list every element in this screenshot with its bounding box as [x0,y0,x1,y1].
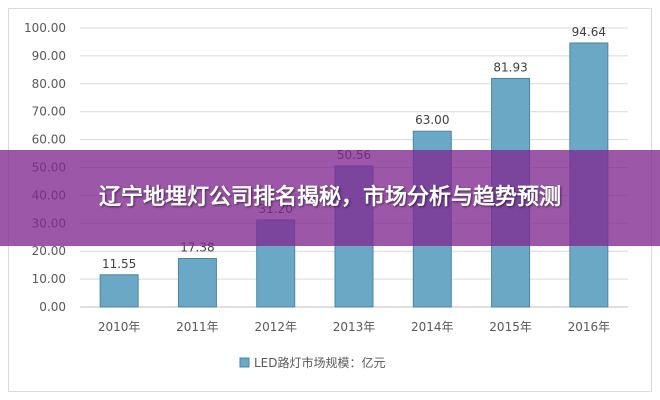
y-tick-label: 60.00 [32,133,66,147]
y-tick-label: 80.00 [32,77,66,91]
y-tick-label: 90.00 [32,49,66,63]
banner-title: 辽宁地埋灯公司排名揭秘，市场分析与趋势预测 [98,185,561,210]
x-tick-label: 2014年 [411,320,454,334]
data-label: 11.55 [102,257,136,271]
y-tick-label: 10.00 [32,272,66,286]
x-tick-label: 2015年 [489,320,532,334]
bar [177,258,217,308]
y-tick-label: 70.00 [32,105,66,119]
x-tick-label: 2010年 [98,320,141,334]
y-tick-label: 20.00 [32,244,66,258]
bar [99,274,139,308]
data-label: 94.64 [572,25,606,39]
x-tick-label: 2012年 [254,320,297,334]
x-axis: 2010年 2011年 2012年 2013年 2014年 2015年 2016年 [98,320,610,334]
x-tick-label: 2011年 [176,320,219,334]
y-tick-label: 100.00 [24,21,66,35]
x-tick-label: 2013年 [333,320,376,334]
x-tick-label: 2016年 [568,320,611,334]
legend: LED路灯市场规模：亿元 [239,355,386,370]
data-label: 63.00 [415,113,449,127]
title-banner: 辽宁地埋灯公司排名揭秘，市场分析与趋势预测 [0,150,660,246]
y-tick-label: 0.00 [39,300,66,314]
data-label: 81.93 [493,60,527,74]
legend-swatch [239,357,250,368]
legend-label: LED路灯市场规模：亿元 [254,355,386,370]
